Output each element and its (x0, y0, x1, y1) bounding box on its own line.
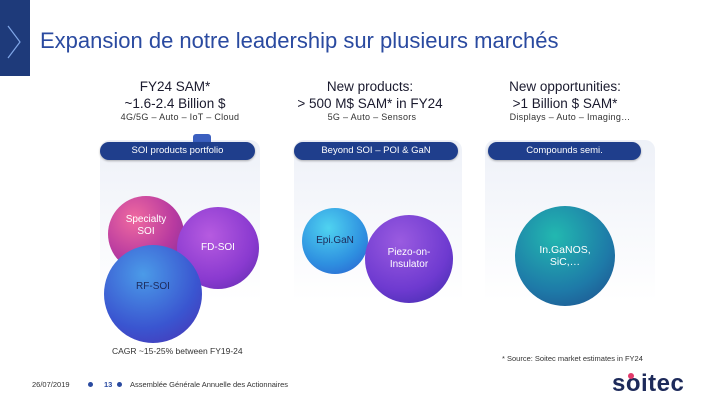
column-heading-line1: New products: (326, 79, 414, 94)
footer-bullet-icon (88, 382, 93, 387)
column-markets-new-products: 5G – Auto – Sensors (327, 112, 417, 122)
pill-compounds: Compounds semi. (488, 142, 641, 160)
bubble-label: Specialty SOI (125, 214, 167, 237)
footer-event: Assemblée Générale Annuelle des Actionna… (130, 380, 289, 389)
column-heading-new-products: New products: > 500 M$ SAM* in FY24 (270, 78, 470, 112)
column-heading-line1: New opportunities: (509, 79, 621, 94)
footer-bullet-icon (117, 382, 122, 387)
bubble-piezo-on-insulator: Piezo-on-Insulator (365, 215, 453, 303)
pill-beyond-soi: Beyond SOI – POI & GaN (294, 142, 458, 160)
bubble-label: Epi.GaN (316, 235, 354, 246)
bubble-rf-soi: RF-SOI (104, 245, 202, 343)
slide-title: Expansion de notre leadership sur plusie… (40, 28, 559, 53)
left-accent-bar (0, 0, 30, 76)
footer-date: 26/07/2019 (32, 380, 70, 389)
cagr-note: CAGR ~15-25% between FY19-24 (112, 346, 243, 356)
column-markets-new-opportunities: Displays – Auto – Imaging… (509, 112, 631, 122)
bubble-label: RF-SOI (136, 281, 170, 292)
column-heading-line2: >1 Billion $ SAM* (512, 96, 618, 111)
column-heading-line2: > 500 M$ SAM* in FY24 (297, 96, 443, 111)
bubble-ingan-sic: In.GaNOS, SiC,… (515, 206, 615, 306)
bubble-epi-gan: Epi.GaN (302, 208, 368, 274)
column-markets-soi: 4G/5G – Auto – IoT – Cloud (120, 112, 240, 122)
page-number: 13 (104, 380, 113, 389)
pill-tab-marker (193, 134, 211, 142)
source-footnote: * Source: Soitec market estimates in FY2… (502, 354, 643, 363)
chevron-right-icon (7, 25, 21, 59)
soitec-logo: soitec (612, 370, 685, 397)
bubble-label: FD-SOI (201, 242, 235, 253)
column-heading-soi: FY24 SAM* ~1.6-2.4 Billion $ (75, 78, 275, 112)
bubble-label: Piezo-on-Insulator (387, 247, 431, 270)
column-heading-line2: ~1.6-2.4 Billion $ (124, 96, 226, 111)
logo-accent-dot (628, 373, 634, 379)
column-heading-line1: FY24 SAM* (139, 79, 211, 94)
bubble-label: In.GaNOS, SiC,… (539, 244, 591, 268)
pill-soi-products: SOI products portfolio (100, 142, 255, 160)
column-heading-new-opportunities: New opportunities: >1 Billion $ SAM* (465, 78, 665, 112)
